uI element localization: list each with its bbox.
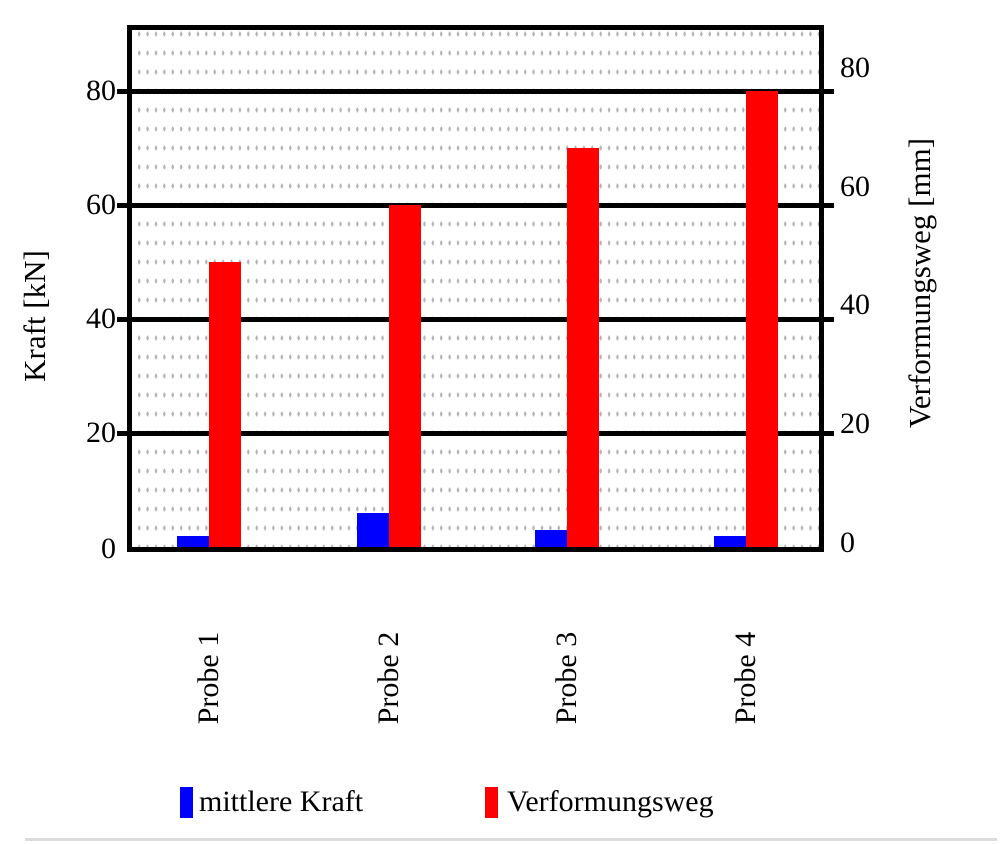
major-gridline-80	[132, 88, 819, 94]
bar-verformungsweg-1	[209, 262, 241, 547]
x-category-label-4: Probe 4	[728, 631, 762, 725]
x-category-label-1: Probe 1	[192, 631, 225, 725]
legend-swatch-mittlere-kraft	[180, 787, 193, 818]
left-tick-mark-80	[117, 88, 127, 94]
bar-verformungsweg-2	[388, 205, 421, 547]
plot-area	[127, 25, 824, 552]
left-axis-tick-label-20: 20	[86, 416, 116, 449]
major-gridline-20	[132, 430, 819, 436]
right-tick-mark-20	[824, 430, 834, 436]
bar-mittlere-kraft-4	[713, 536, 746, 547]
right-axis-tick-label-80: 80	[840, 51, 870, 84]
legend-label-verformungsweg: Verformungsweg	[507, 785, 714, 818]
gridline-layer	[132, 30, 819, 547]
left-axis-tick-label-60: 60	[86, 188, 116, 221]
left-axis-tick-label-0: 0	[101, 532, 116, 565]
legend-label-mittlere-kraft: mittlere Kraft	[199, 785, 364, 818]
x-category-label-3: Probe 3	[549, 631, 583, 725]
x-category-label-2: Probe 2	[371, 631, 405, 725]
right-axis-tick-label-20: 20	[840, 407, 870, 440]
bar-verformungsweg-4	[745, 91, 778, 547]
legend-swatch-verformungsweg	[485, 787, 498, 818]
major-gridline-60	[132, 202, 819, 208]
bar-verformungsweg-3	[566, 148, 599, 547]
left-axis-title: Kraft [kN]	[17, 250, 52, 382]
right-axis-title: Verformungsweg [mm]	[902, 137, 937, 429]
left-axis-tick-label-40: 40	[86, 302, 116, 335]
right-tick-mark-80	[824, 88, 834, 94]
right-axis-tick-label-40: 40	[840, 288, 870, 321]
left-tick-mark-40	[117, 316, 127, 322]
right-axis-tick-label-0: 0	[840, 526, 855, 559]
bar-layer	[132, 30, 819, 547]
bar-mittlere-kraft-1	[177, 536, 209, 547]
left-tick-mark-20	[117, 430, 127, 436]
major-gridline-40	[132, 316, 819, 322]
left-tick-mark-60	[117, 202, 127, 208]
bar-mittlere-kraft-3	[534, 530, 567, 547]
bar-mittlere-kraft-2	[356, 513, 389, 547]
right-tick-mark-40	[824, 316, 834, 322]
right-tick-mark-60	[824, 202, 834, 208]
left-axis-tick-label-80: 80	[86, 74, 116, 107]
bottom-separator-line	[25, 838, 997, 841]
right-axis-tick-label-60: 60	[840, 170, 870, 203]
